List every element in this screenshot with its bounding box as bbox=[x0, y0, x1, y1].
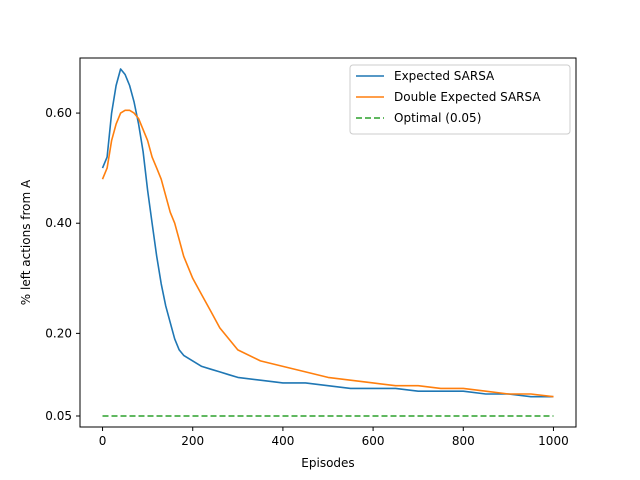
y-tick-label: 0.05 bbox=[45, 409, 72, 423]
x-tick-label: 400 bbox=[271, 434, 294, 448]
x-tick-label: 0 bbox=[99, 434, 107, 448]
x-tick-label: 1000 bbox=[538, 434, 569, 448]
legend-label: Expected SARSA bbox=[394, 69, 495, 83]
x-axis-label: Episodes bbox=[301, 456, 354, 470]
y-tick-label: 0.20 bbox=[45, 326, 72, 340]
plot-frame bbox=[79, 57, 577, 428]
plot-lines bbox=[101, 68, 554, 417]
y-axis-label: % left actions from A bbox=[19, 179, 33, 305]
x-axis: 0 200 400 600 800 1000 bbox=[99, 427, 569, 448]
legend-label: Double Expected SARSA bbox=[394, 90, 541, 104]
legend: Expected SARSA Double Expected SARSA Optim… bbox=[349, 64, 571, 135]
x-tick-label: 600 bbox=[362, 434, 385, 448]
series-line-1 bbox=[101, 68, 554, 398]
y-tick-label: 0.60 bbox=[45, 106, 72, 120]
y-axis: 0.05 0.20 0.40 0.60 bbox=[45, 106, 80, 423]
x-tick-label: 800 bbox=[452, 434, 475, 448]
legend-box bbox=[349, 64, 571, 135]
y-tick-label: 0.40 bbox=[45, 216, 72, 230]
legend-label: Optimal (0.05) bbox=[394, 111, 481, 125]
series-line-2 bbox=[101, 109, 554, 398]
x-tick-label: 200 bbox=[181, 434, 204, 448]
